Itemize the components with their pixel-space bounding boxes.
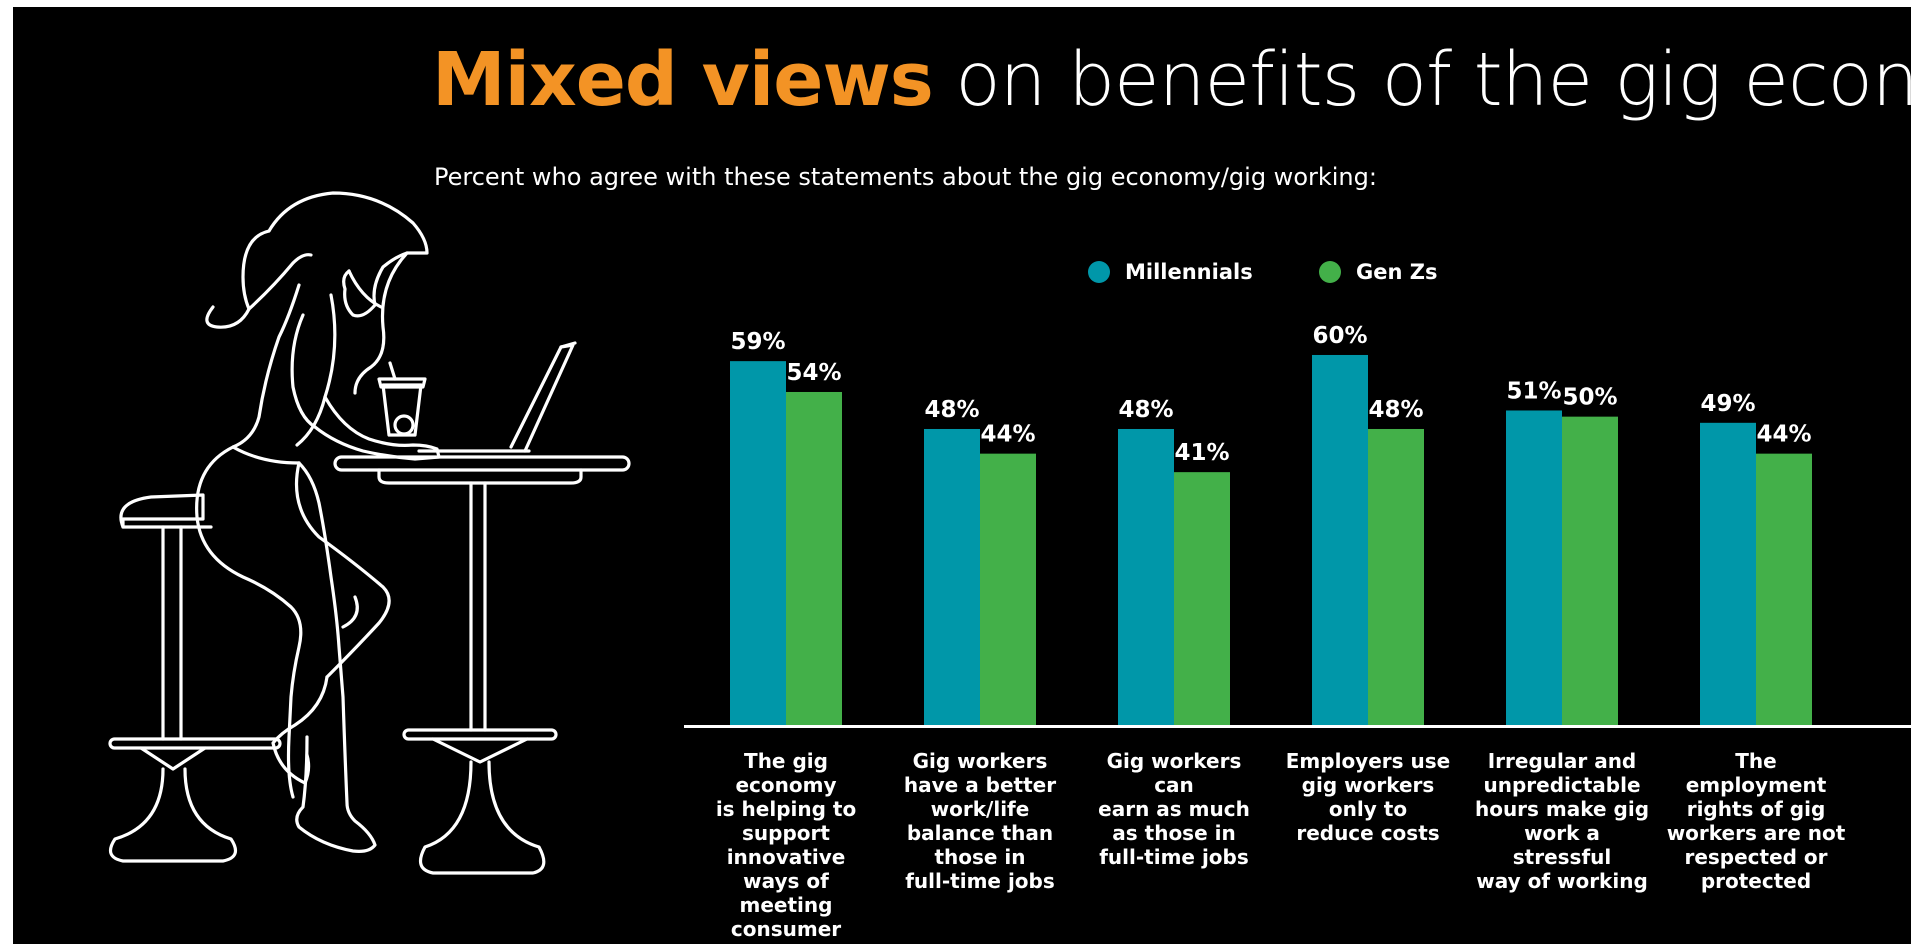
bar-genz-5 <box>1756 453 1812 725</box>
value-label-genz-1: 44% <box>980 422 1035 448</box>
category-label-0: The gig economy is helping to support inno… <box>696 749 876 944</box>
woman-at-cafe-table-with-laptop-icon <box>108 191 631 875</box>
value-label-genz-3: 48% <box>1368 397 1423 423</box>
category-label-line: Irregular and <box>1487 749 1637 773</box>
value-label-genz-0: 54% <box>786 360 841 386</box>
bar-genz-1 <box>980 453 1036 725</box>
category-label-line: earn as much <box>1098 797 1250 821</box>
value-label-millennials-5: 49% <box>1700 391 1755 417</box>
category-label-line: Gig workers <box>912 749 1048 773</box>
category-label-3: Employers use gig workers only to reduce co… <box>1278 749 1458 845</box>
category-label-line: unpredictable <box>1483 773 1641 797</box>
bars-group <box>730 354 1812 725</box>
category-label-line: Gig workers can <box>1106 749 1242 797</box>
legend-swatch-genz <box>1319 261 1341 283</box>
category-label-line: respected or <box>1684 845 1828 869</box>
bar-genz-2 <box>1174 472 1230 725</box>
category-label-line: ways of meeting <box>739 869 833 917</box>
category-label-line: work/life <box>930 797 1030 821</box>
category-label-line: those in <box>934 845 1026 869</box>
legend-label-genz: Gen Zs <box>1356 260 1438 284</box>
value-label-millennials-0: 59% <box>730 329 785 355</box>
category-label-line: way of working <box>1476 869 1648 893</box>
category-label-line: workers are not <box>1666 821 1846 845</box>
cafe-table-icon <box>333 455 631 732</box>
category-label-1: Gig workers have a better work/life balance… <box>890 749 1070 893</box>
value-label-genz-2: 41% <box>1174 440 1229 466</box>
category-label-line: The employment <box>1685 749 1827 797</box>
bar-millennials-0 <box>730 361 786 725</box>
category-label-4: Irregular and unpredictable hours make gig… <box>1472 749 1652 893</box>
bar-millennials-4 <box>1506 410 1562 725</box>
category-label-line: reduce costs <box>1296 821 1440 845</box>
category-label-line: Employers use <box>1285 749 1451 773</box>
category-label-line: The gig economy <box>735 749 837 797</box>
value-label-millennials-2: 48% <box>1118 397 1173 423</box>
bar-millennials-1 <box>924 428 980 725</box>
legend-swatch-millennials <box>1088 261 1110 283</box>
category-label-line: full-time jobs <box>905 869 1055 893</box>
woman-figure-icon <box>195 191 441 853</box>
bar-millennials-5 <box>1700 422 1756 725</box>
value-label-genz-5: 44% <box>1756 422 1811 448</box>
bar-millennials-3 <box>1312 354 1368 725</box>
category-label-line: balance than <box>906 821 1054 845</box>
bar-millennials-2 <box>1118 428 1174 725</box>
category-label-line: only to <box>1328 797 1408 821</box>
bar-genz-0 <box>786 391 842 725</box>
chart-title: Mixed views on benefits of the gig econo… <box>432 43 1911 117</box>
legend-item-genz: Gen Zs <box>1319 260 1437 284</box>
category-label-line: is helping to <box>715 797 857 821</box>
category-label-line: as those in <box>1112 821 1236 845</box>
legend-label-millennials: Millennials <box>1125 260 1253 284</box>
title-highlight: Mixed views <box>432 37 934 123</box>
category-label-line: protected <box>1700 869 1812 893</box>
title-rest: on benefits of the gig economy <box>955 37 1911 123</box>
category-label-line: consumer needs <box>730 917 842 944</box>
category-label-2: Gig workers can earn as much as those in fu… <box>1084 749 1264 869</box>
bar-genz-4 <box>1562 416 1618 725</box>
value-labels-group: 59%54%48%44%48%41%60%48%51% 50% 49%44% <box>730 323 1811 466</box>
category-label-line: rights of gig <box>1686 797 1826 821</box>
coffee-cup-icon <box>377 361 427 437</box>
category-label-line: full-time jobs <box>1099 845 1249 869</box>
value-label-genz-4: 50% <box>1562 385 1617 411</box>
bar-chart: 59%54%48%44%48%41%60%48%51% 50% 49%44% <box>684 323 1911 728</box>
category-label-line: work a stressful <box>1512 821 1612 869</box>
value-label-millennials-4: 51% <box>1506 378 1561 404</box>
stool-icon <box>402 728 558 875</box>
category-label-5: The employment rights of gig workers are n… <box>1666 749 1846 893</box>
category-label-line: hours make gig <box>1474 797 1650 821</box>
bar-genz-3 <box>1368 428 1424 725</box>
category-label-line: have a better <box>903 773 1057 797</box>
legend-item-millennials: Millennials <box>1088 260 1253 284</box>
infographic: Mixed views on benefits of the gig econo… <box>13 7 1911 944</box>
stool-icon <box>108 493 282 863</box>
value-label-millennials-3: 60% <box>1312 323 1367 349</box>
category-label-line: support innovative <box>726 821 846 869</box>
value-label-millennials-1: 48% <box>924 397 979 423</box>
category-label-line: gig workers <box>1301 773 1435 797</box>
chart-subtitle: Percent who agree with these statements … <box>434 163 1377 191</box>
